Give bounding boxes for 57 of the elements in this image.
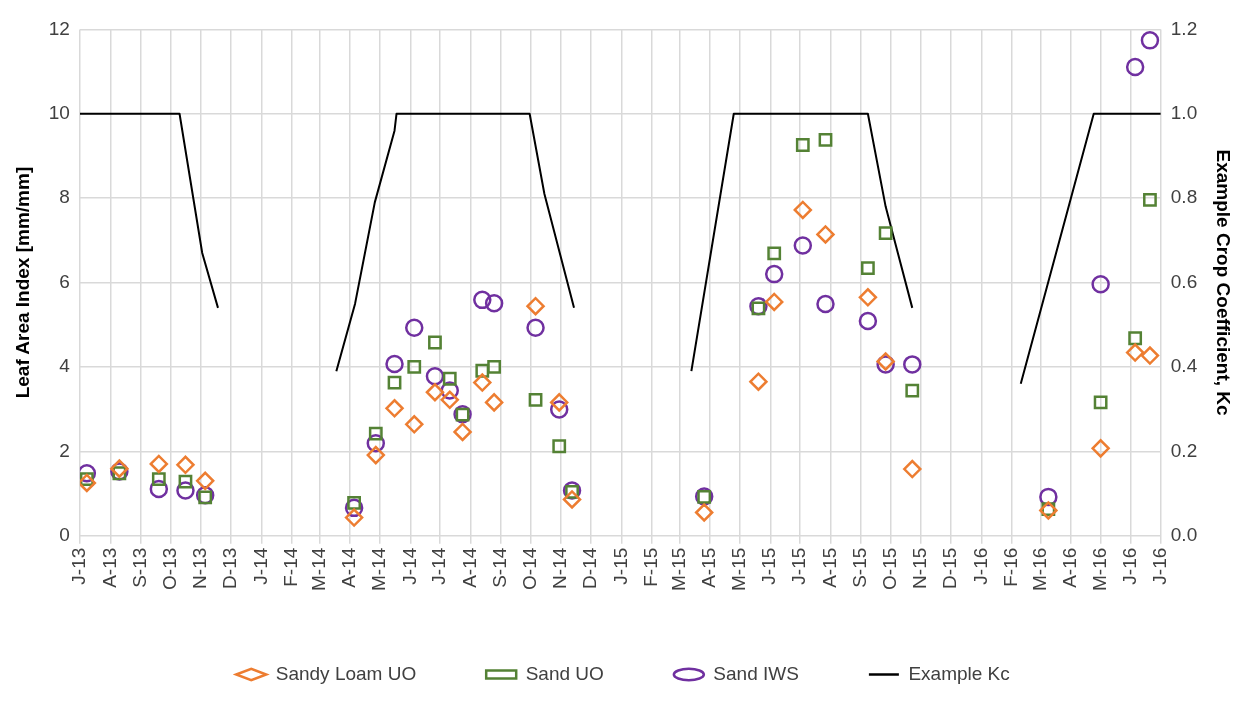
x-tick-label: J-16 (1119, 547, 1141, 585)
x-tick-label: D-13 (219, 547, 241, 589)
y-tick-label: 0 (59, 523, 70, 545)
x-tick-label: M-14 (307, 547, 329, 592)
x-tick-label: F-15 (640, 547, 662, 587)
x-tick-label: A-16 (1059, 547, 1081, 588)
x-tick-label: J-14 (398, 547, 420, 585)
x-tick-label: O-13 (158, 547, 180, 590)
x-tick-label: M-16 (1028, 547, 1050, 592)
x-tick-label: J-16 (969, 547, 991, 585)
x-tick-label: N-14 (549, 547, 571, 589)
x-tick-label: M-16 (1088, 547, 1110, 592)
x-tick-label: M-14 (367, 547, 389, 592)
y-tick-label: 6 (59, 270, 70, 292)
x-tick-label: J-14 (428, 547, 450, 585)
x-tick-label: D-14 (579, 547, 601, 589)
x-tick-label: N-15 (909, 547, 931, 589)
y2-tick-label: 1.2 (1170, 17, 1198, 39)
x-tick-label: D-15 (938, 547, 960, 589)
y-axis-title: Leaf Area Index [mm/mm] (11, 166, 33, 399)
x-tick-label: J-14 (249, 547, 271, 585)
x-tick-label: A-15 (818, 547, 840, 588)
y-tick-label: 2 (59, 439, 70, 461)
x-tick-label: J-15 (609, 547, 631, 585)
x-tick-label: A-13 (98, 547, 120, 588)
x-tick-label: S-15 (849, 547, 871, 588)
legend-label: Example Kc (908, 662, 1010, 684)
y-tick-label: 8 (59, 186, 70, 208)
legend-label: Sand UO (525, 662, 604, 684)
x-tick-label: A-14 (458, 547, 480, 588)
x-tick-label: N-13 (189, 547, 211, 589)
y-tick-label: 10 (48, 102, 70, 124)
x-tick-label: S-13 (129, 547, 151, 588)
x-tick-label: M-15 (667, 547, 689, 592)
x-tick-label: O-14 (518, 547, 540, 590)
x-tick-label: J-15 (758, 547, 780, 585)
x-tick-label: M-15 (727, 547, 749, 592)
x-tick-label: F-14 (280, 547, 302, 587)
x-tick-label: O-15 (878, 547, 900, 590)
y2-tick-label: 0.4 (1170, 355, 1198, 377)
y2-tick-label: 1.0 (1170, 102, 1198, 124)
y2-axis-title: Example Crop Coefficient, Kc (1213, 149, 1235, 417)
x-tick-label: J-15 (788, 547, 810, 585)
legend-label: Sand IWS (713, 662, 799, 684)
y2-tick-label: 0.8 (1170, 186, 1198, 208)
x-tick-label: J-16 (1149, 547, 1171, 585)
legend-label: Sandy Loam UO (275, 662, 417, 684)
x-tick-label: A-14 (338, 547, 360, 588)
y-tick-label: 12 (48, 17, 70, 39)
y2-tick-label: 0.0 (1170, 523, 1198, 545)
x-tick-label: J-13 (68, 547, 90, 585)
x-tick-label: A-15 (698, 547, 720, 588)
x-tick-label: F-16 (1000, 547, 1022, 587)
y-tick-label: 4 (59, 355, 71, 377)
y2-tick-label: 0.2 (1170, 439, 1198, 461)
y2-tick-label: 0.6 (1170, 270, 1198, 292)
x-tick-label: S-14 (489, 547, 511, 588)
